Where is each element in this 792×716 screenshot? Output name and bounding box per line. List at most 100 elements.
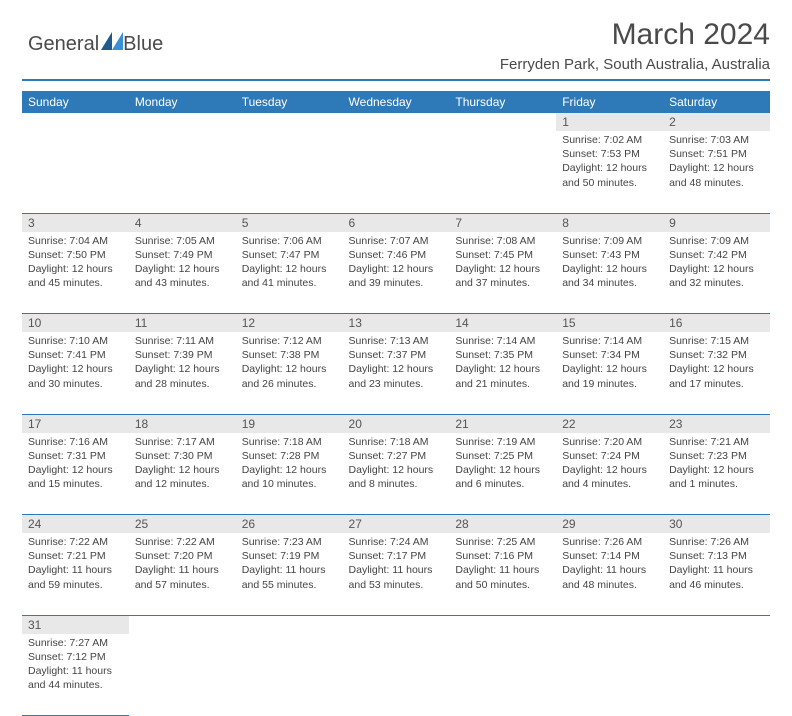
day-cell: Sunrise: 7:27 AMSunset: 7:12 PMDaylight:…: [22, 634, 129, 716]
day-cell: Sunrise: 7:09 AMSunset: 7:43 PMDaylight:…: [556, 232, 663, 314]
day-number-cell: 5: [236, 213, 343, 232]
day-cell: [22, 131, 129, 213]
day-number-cell: 30: [663, 515, 770, 534]
day-content: Sunrise: 7:09 AMSunset: 7:42 PMDaylight:…: [663, 232, 770, 295]
day-content: Sunrise: 7:23 AMSunset: 7:19 PMDaylight:…: [236, 533, 343, 596]
day-content: Sunrise: 7:18 AMSunset: 7:28 PMDaylight:…: [236, 433, 343, 496]
day-number-cell: 21: [449, 414, 556, 433]
day-content: Sunrise: 7:25 AMSunset: 7:16 PMDaylight:…: [449, 533, 556, 596]
day-number-cell: 1: [556, 113, 663, 131]
day-number-cell: 6: [343, 213, 450, 232]
day-number-cell: 12: [236, 314, 343, 333]
day-cell: Sunrise: 7:03 AMSunset: 7:51 PMDaylight:…: [663, 131, 770, 213]
day-number-cell: 2: [663, 113, 770, 131]
day-header: Tuesday: [236, 91, 343, 113]
day-content: Sunrise: 7:03 AMSunset: 7:51 PMDaylight:…: [663, 131, 770, 194]
day-cell: Sunrise: 7:08 AMSunset: 7:45 PMDaylight:…: [449, 232, 556, 314]
day-number-cell: 9: [663, 213, 770, 232]
day-cell: Sunrise: 7:18 AMSunset: 7:28 PMDaylight:…: [236, 433, 343, 515]
day-content: Sunrise: 7:21 AMSunset: 7:23 PMDaylight:…: [663, 433, 770, 496]
day-number-cell: 22: [556, 414, 663, 433]
day-number-cell: 17: [22, 414, 129, 433]
day-content: Sunrise: 7:26 AMSunset: 7:14 PMDaylight:…: [556, 533, 663, 596]
day-header: Thursday: [449, 91, 556, 113]
day-cell: [343, 634, 450, 716]
page-subtitle: Ferryden Park, South Australia, Australi…: [22, 56, 770, 81]
logo-icon: [101, 32, 123, 56]
day-number-cell: 24: [22, 515, 129, 534]
day-number-cell: 19: [236, 414, 343, 433]
day-header: Sunday: [22, 91, 129, 113]
day-content: Sunrise: 7:07 AMSunset: 7:46 PMDaylight:…: [343, 232, 450, 295]
day-cell: [449, 131, 556, 213]
day-cell: Sunrise: 7:12 AMSunset: 7:38 PMDaylight:…: [236, 332, 343, 414]
day-number-cell: [449, 615, 556, 634]
day-content: Sunrise: 7:18 AMSunset: 7:27 PMDaylight:…: [343, 433, 450, 496]
day-cell: [449, 634, 556, 716]
day-number-cell: [22, 113, 129, 131]
day-cell: Sunrise: 7:04 AMSunset: 7:50 PMDaylight:…: [22, 232, 129, 314]
day-cell: [129, 131, 236, 213]
logo-text1: General: [28, 33, 99, 56]
calendar-table: SundayMondayTuesdayWednesdayThursdayFrid…: [22, 91, 770, 716]
day-cell: Sunrise: 7:10 AMSunset: 7:41 PMDaylight:…: [22, 332, 129, 414]
day-number-cell: 10: [22, 314, 129, 333]
day-cell: Sunrise: 7:15 AMSunset: 7:32 PMDaylight:…: [663, 332, 770, 414]
day-content: Sunrise: 7:05 AMSunset: 7:49 PMDaylight:…: [129, 232, 236, 295]
day-cell: [236, 131, 343, 213]
day-number-cell: [236, 615, 343, 634]
day-content: Sunrise: 7:08 AMSunset: 7:45 PMDaylight:…: [449, 232, 556, 295]
day-number-cell: 4: [129, 213, 236, 232]
day-cell: [129, 634, 236, 716]
day-number-cell: 27: [343, 515, 450, 534]
day-cell: Sunrise: 7:26 AMSunset: 7:13 PMDaylight:…: [663, 533, 770, 615]
day-cell: Sunrise: 7:14 AMSunset: 7:34 PMDaylight:…: [556, 332, 663, 414]
day-number-cell: [663, 615, 770, 634]
day-cell: [556, 634, 663, 716]
day-cell: [343, 131, 450, 213]
day-header: Saturday: [663, 91, 770, 113]
day-number-cell: 25: [129, 515, 236, 534]
day-number-cell: 13: [343, 314, 450, 333]
day-header: Monday: [129, 91, 236, 113]
day-cell: Sunrise: 7:24 AMSunset: 7:17 PMDaylight:…: [343, 533, 450, 615]
day-number-cell: 8: [556, 213, 663, 232]
day-cell: Sunrise: 7:22 AMSunset: 7:21 PMDaylight:…: [22, 533, 129, 615]
day-number-cell: [556, 615, 663, 634]
day-number-cell: 29: [556, 515, 663, 534]
day-content: Sunrise: 7:14 AMSunset: 7:34 PMDaylight:…: [556, 332, 663, 395]
day-number-cell: [129, 615, 236, 634]
day-content: Sunrise: 7:22 AMSunset: 7:21 PMDaylight:…: [22, 533, 129, 596]
day-content: Sunrise: 7:14 AMSunset: 7:35 PMDaylight:…: [449, 332, 556, 395]
day-number-cell: [449, 113, 556, 131]
day-number-cell: 3: [22, 213, 129, 232]
day-number-cell: 18: [129, 414, 236, 433]
day-number-cell: 23: [663, 414, 770, 433]
day-content: Sunrise: 7:02 AMSunset: 7:53 PMDaylight:…: [556, 131, 663, 194]
day-cell: Sunrise: 7:05 AMSunset: 7:49 PMDaylight:…: [129, 232, 236, 314]
logo-text2: Blue: [123, 33, 163, 56]
day-cell: Sunrise: 7:14 AMSunset: 7:35 PMDaylight:…: [449, 332, 556, 414]
day-cell: Sunrise: 7:20 AMSunset: 7:24 PMDaylight:…: [556, 433, 663, 515]
day-content: Sunrise: 7:04 AMSunset: 7:50 PMDaylight:…: [22, 232, 129, 295]
day-cell: Sunrise: 7:09 AMSunset: 7:42 PMDaylight:…: [663, 232, 770, 314]
day-number-cell: [343, 615, 450, 634]
day-number-cell: 28: [449, 515, 556, 534]
day-cell: Sunrise: 7:02 AMSunset: 7:53 PMDaylight:…: [556, 131, 663, 213]
day-cell: Sunrise: 7:18 AMSunset: 7:27 PMDaylight:…: [343, 433, 450, 515]
day-cell: Sunrise: 7:17 AMSunset: 7:30 PMDaylight:…: [129, 433, 236, 515]
day-content: Sunrise: 7:16 AMSunset: 7:31 PMDaylight:…: [22, 433, 129, 496]
day-content: Sunrise: 7:09 AMSunset: 7:43 PMDaylight:…: [556, 232, 663, 295]
day-cell: Sunrise: 7:23 AMSunset: 7:19 PMDaylight:…: [236, 533, 343, 615]
day-cell: Sunrise: 7:19 AMSunset: 7:25 PMDaylight:…: [449, 433, 556, 515]
day-number-cell: 14: [449, 314, 556, 333]
day-cell: Sunrise: 7:25 AMSunset: 7:16 PMDaylight:…: [449, 533, 556, 615]
day-number-cell: 20: [343, 414, 450, 433]
day-content: Sunrise: 7:27 AMSunset: 7:12 PMDaylight:…: [22, 634, 129, 697]
day-number-cell: 31: [22, 615, 129, 634]
day-content: Sunrise: 7:20 AMSunset: 7:24 PMDaylight:…: [556, 433, 663, 496]
day-number-cell: [236, 113, 343, 131]
day-number-cell: 7: [449, 213, 556, 232]
day-number-cell: [343, 113, 450, 131]
day-content: Sunrise: 7:26 AMSunset: 7:13 PMDaylight:…: [663, 533, 770, 596]
